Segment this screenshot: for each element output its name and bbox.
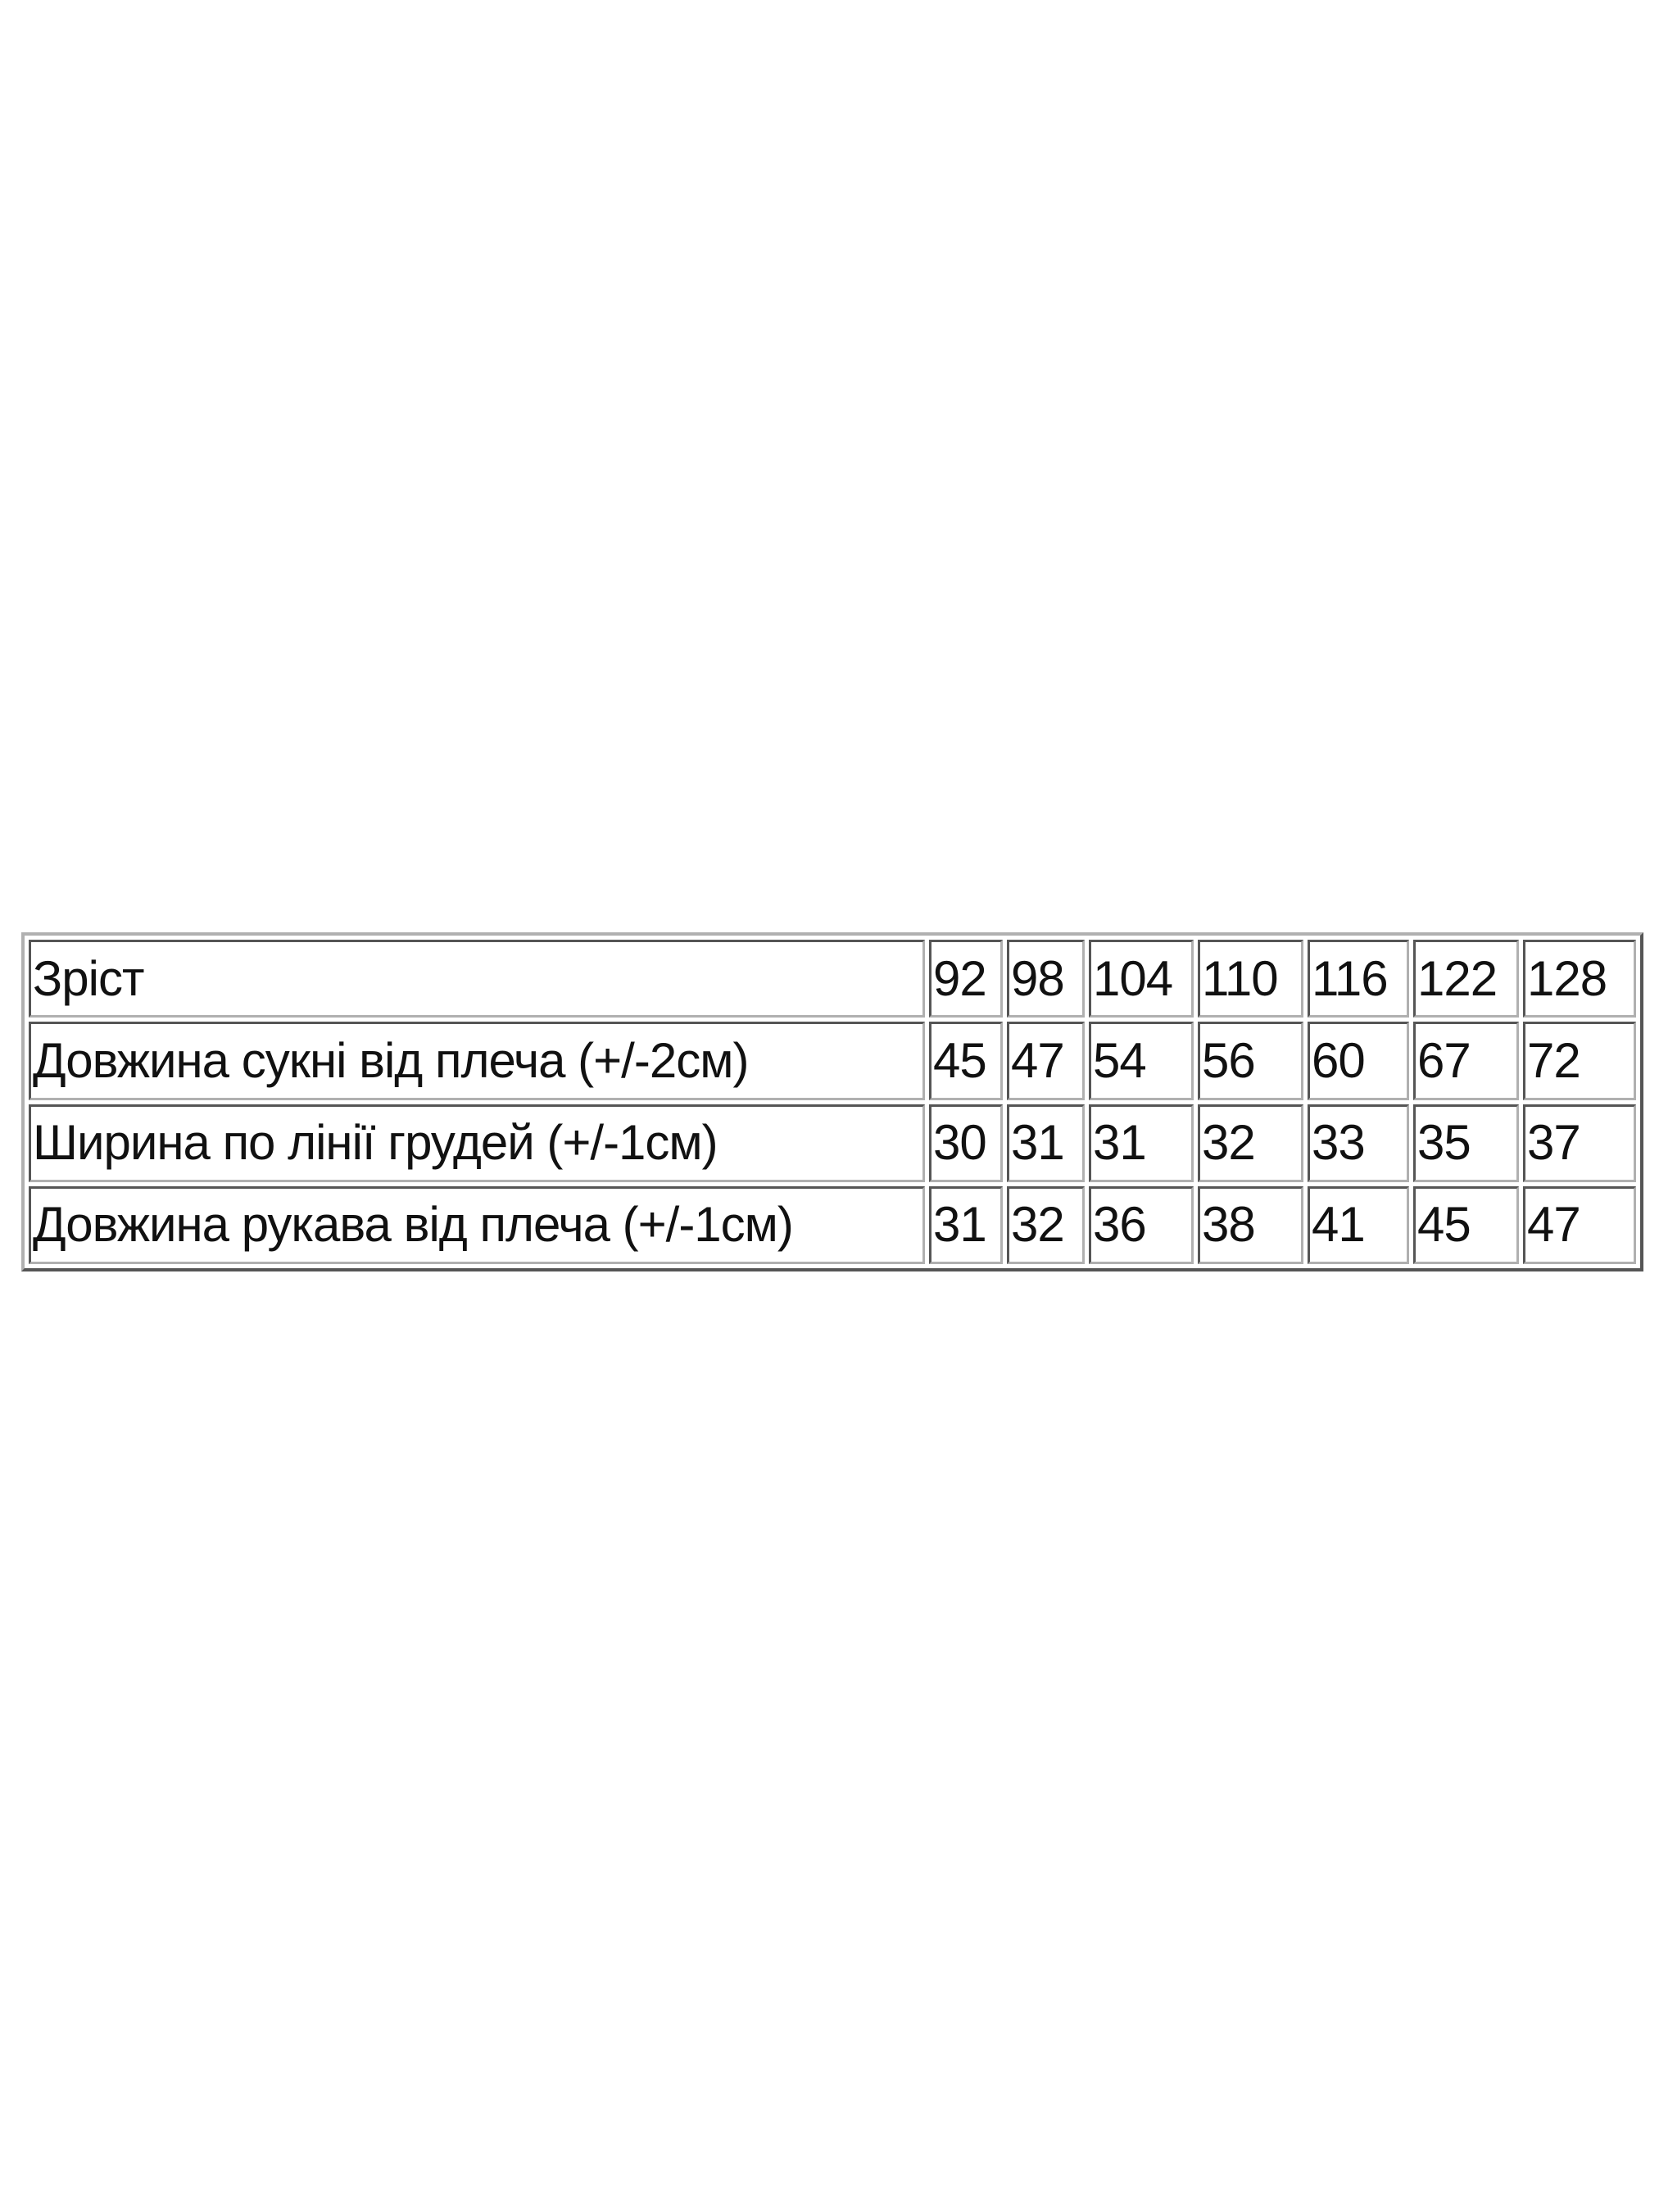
value-cell: 41 — [1308, 1185, 1409, 1264]
value-cell: 56 — [1198, 1022, 1303, 1100]
value-cell: 31 — [1007, 1104, 1085, 1182]
height-label-cell: Зріст — [29, 940, 925, 1018]
size-header-cell: 110 — [1198, 940, 1303, 1018]
value-cell: 33 — [1308, 1104, 1409, 1182]
measurement-label-cell: Довжина рукава від плеча (+/-1см) — [29, 1185, 925, 1264]
value-cell: 47 — [1523, 1185, 1636, 1264]
value-cell: 45 — [929, 1022, 1003, 1100]
value-cell: 38 — [1198, 1185, 1303, 1264]
value-cell: 67 — [1413, 1022, 1519, 1100]
size-header-cell: 128 — [1523, 940, 1636, 1018]
value-cell: 72 — [1523, 1022, 1636, 1100]
value-cell: 54 — [1089, 1022, 1194, 1100]
size-header-cell: 122 — [1413, 940, 1519, 1018]
size-header-cell: 104 — [1089, 940, 1194, 1018]
size-chart-table: Зріст 92 98 104 110 116 122 128 Довжина сукні ві… — [21, 932, 1643, 1271]
size-header-cell: 98 — [1007, 940, 1085, 1018]
value-cell: 35 — [1413, 1104, 1519, 1182]
value-cell: 30 — [929, 1104, 1003, 1182]
value-cell: 47 — [1007, 1022, 1085, 1100]
value-cell: 32 — [1007, 1185, 1085, 1264]
size-header-cell: 92 — [929, 940, 1003, 1018]
table-row: Ширина по лінії грудей (+/-1см) 30 31 31 32 3… — [29, 1104, 1636, 1182]
value-cell: 60 — [1308, 1022, 1409, 1100]
size-header-cell: 116 — [1308, 940, 1409, 1018]
header-row: Зріст 92 98 104 110 116 122 128 — [29, 940, 1636, 1018]
value-cell: 31 — [1089, 1104, 1194, 1182]
value-cell: 32 — [1198, 1104, 1303, 1182]
value-cell: 37 — [1523, 1104, 1636, 1182]
measurement-label-cell: Ширина по лінії грудей (+/-1см) — [29, 1104, 925, 1182]
table-row: Довжина рукава від плеча (+/-1см) 31 32 36 3… — [29, 1185, 1636, 1264]
value-cell: 45 — [1413, 1185, 1519, 1264]
value-cell: 36 — [1089, 1185, 1194, 1264]
measurement-label-cell: Довжина сукні від плеча (+/-2см) — [29, 1022, 925, 1100]
table-row: Довжина сукні від плеча (+/-2см) 45 47 54 56… — [29, 1022, 1636, 1100]
value-cell: 31 — [929, 1185, 1003, 1264]
